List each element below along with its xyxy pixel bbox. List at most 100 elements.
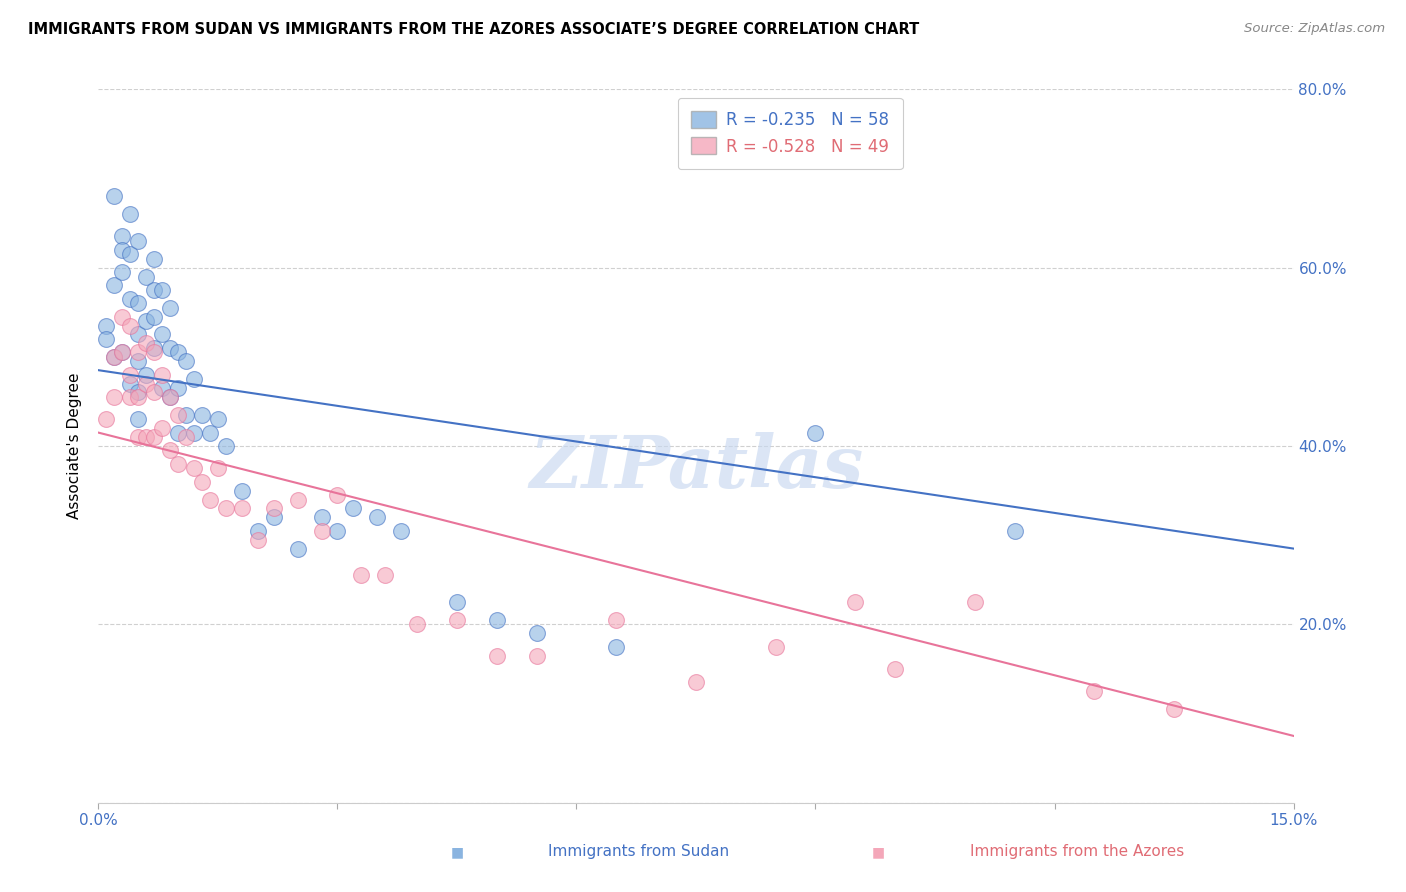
Point — [326, 524, 349, 538]
Point — [111, 345, 134, 359]
Point — [366, 510, 388, 524]
Point — [167, 408, 190, 422]
Point — [198, 492, 221, 507]
Point — [111, 265, 134, 279]
Point — [127, 234, 149, 248]
Point — [127, 354, 149, 368]
Point — [143, 283, 166, 297]
Point — [127, 327, 149, 342]
Point — [215, 501, 238, 516]
Point — [96, 412, 118, 426]
Point — [127, 390, 149, 404]
Point — [804, 425, 827, 440]
Point — [263, 510, 285, 524]
Point — [159, 341, 181, 355]
Point — [120, 207, 142, 221]
Point — [167, 457, 190, 471]
Point — [207, 412, 229, 426]
Point — [143, 310, 166, 324]
Point — [685, 675, 707, 690]
Point — [844, 595, 866, 609]
Point — [167, 345, 190, 359]
Point — [183, 425, 205, 440]
Point — [120, 292, 142, 306]
Point — [111, 310, 134, 324]
Text: Immigrants from Sudan: Immigrants from Sudan — [548, 845, 730, 859]
Point — [135, 376, 157, 391]
Point — [127, 385, 149, 400]
Point — [159, 301, 181, 315]
Point — [326, 488, 349, 502]
Point — [150, 327, 173, 342]
Point — [287, 541, 309, 556]
Text: ZIPatlas: ZIPatlas — [529, 432, 863, 503]
Point — [191, 408, 214, 422]
Point — [159, 443, 181, 458]
Point — [135, 314, 157, 328]
Point — [103, 278, 125, 293]
Point — [135, 430, 157, 444]
Y-axis label: Associate's Degree: Associate's Degree — [67, 373, 83, 519]
Point — [174, 408, 197, 422]
Point — [374, 568, 396, 582]
Text: Source: ZipAtlas.com: Source: ZipAtlas.com — [1244, 22, 1385, 36]
Point — [263, 501, 285, 516]
Legend: R = -0.235   N = 58, R = -0.528   N = 49: R = -0.235 N = 58, R = -0.528 N = 49 — [678, 97, 903, 169]
Point — [143, 252, 166, 266]
Point — [143, 345, 166, 359]
Point — [231, 483, 253, 498]
Text: ■: ■ — [450, 845, 464, 859]
Point — [406, 617, 429, 632]
Point — [605, 640, 627, 654]
Point — [159, 390, 181, 404]
Point — [135, 336, 157, 351]
Point — [215, 439, 238, 453]
Point — [389, 524, 412, 538]
Point — [1163, 702, 1185, 716]
Point — [207, 461, 229, 475]
Point — [765, 640, 787, 654]
Point — [485, 648, 508, 663]
Point — [526, 648, 548, 663]
Point — [174, 354, 197, 368]
Point — [150, 381, 173, 395]
Point — [1083, 684, 1105, 698]
Point — [311, 510, 333, 524]
Point — [342, 501, 364, 516]
Point — [111, 229, 134, 244]
Point — [103, 390, 125, 404]
Point — [884, 662, 907, 676]
Point — [111, 243, 134, 257]
Point — [485, 613, 508, 627]
Point — [350, 568, 373, 582]
Point — [191, 475, 214, 489]
Point — [526, 626, 548, 640]
Point — [120, 318, 142, 333]
Point — [103, 350, 125, 364]
Point — [103, 189, 125, 203]
Point — [143, 341, 166, 355]
Point — [446, 613, 468, 627]
Point — [167, 381, 190, 395]
Point — [127, 412, 149, 426]
Point — [198, 425, 221, 440]
Point — [246, 524, 269, 538]
Point — [96, 318, 118, 333]
Point — [103, 350, 125, 364]
Point — [120, 368, 142, 382]
Point — [231, 501, 253, 516]
Point — [120, 390, 142, 404]
Point — [127, 430, 149, 444]
Point — [174, 430, 197, 444]
Text: IMMIGRANTS FROM SUDAN VS IMMIGRANTS FROM THE AZORES ASSOCIATE’S DEGREE CORRELATI: IMMIGRANTS FROM SUDAN VS IMMIGRANTS FROM… — [28, 22, 920, 37]
Point — [167, 425, 190, 440]
Point — [963, 595, 986, 609]
Text: Immigrants from the Azores: Immigrants from the Azores — [970, 845, 1184, 859]
Point — [96, 332, 118, 346]
Point — [135, 269, 157, 284]
Point — [287, 492, 309, 507]
Point — [150, 421, 173, 435]
Point — [246, 533, 269, 547]
Point — [150, 283, 173, 297]
Text: ■: ■ — [872, 845, 886, 859]
